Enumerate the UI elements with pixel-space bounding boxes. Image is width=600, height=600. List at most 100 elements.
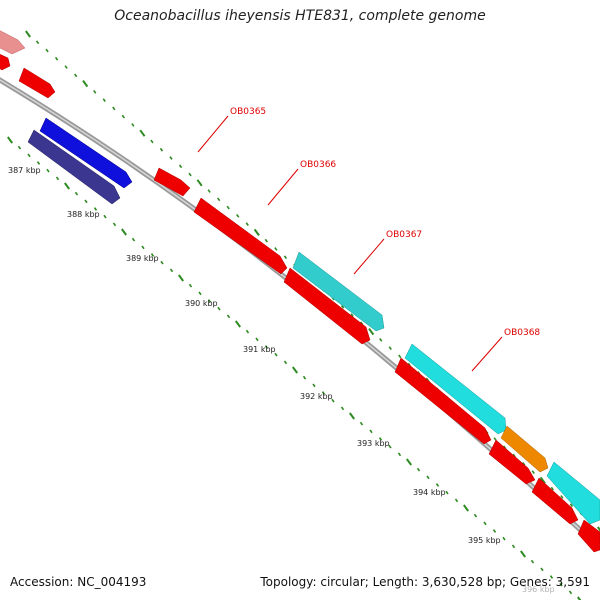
- ruler-tick: [141, 245, 145, 250]
- ruler-tick: [177, 274, 185, 282]
- ruler-tick: [283, 360, 288, 365]
- ruler-tick: [188, 172, 192, 177]
- ruler-tick: [549, 575, 554, 579]
- ruler-label-395: 395 kbp: [468, 536, 501, 545]
- gene-label-ob0368[interactable]: OB0368: [504, 328, 540, 338]
- ruler-tick: [519, 550, 527, 558]
- ruler-tick: [198, 291, 202, 296]
- cds-red-mid[interactable]: [283, 267, 371, 345]
- ruler-tick: [368, 328, 375, 336]
- ruler-tick: [312, 383, 316, 388]
- cds-ob0368[interactable]: [404, 343, 507, 435]
- ruler-tick: [454, 498, 459, 503]
- ruler-tick: [462, 504, 470, 512]
- ruler-tick: [82, 80, 89, 88]
- ruler-tick: [131, 123, 135, 127]
- leader-line-ob0366: [267, 168, 299, 206]
- ruler-tick: [397, 452, 402, 457]
- ruler-tick: [234, 320, 242, 328]
- ruler-tick: [36, 161, 41, 165]
- ruler-tick: [255, 337, 259, 342]
- ruler-tick: [112, 106, 116, 111]
- cds-red-lower[interactable]: [394, 357, 492, 445]
- cds-red-upper[interactable]: [18, 67, 56, 99]
- ruler-tick: [426, 475, 430, 480]
- gene-label-ob0366[interactable]: OB0366: [300, 160, 336, 170]
- cds-red-top-left[interactable]: [0, 52, 11, 71]
- ruler-tick: [64, 65, 68, 69]
- ruler-tick: [378, 437, 383, 441]
- ruler-tick: [483, 521, 487, 526]
- ruler-tick: [169, 268, 174, 273]
- ruler-label-390: 390 kbp: [185, 299, 218, 308]
- cds-orange[interactable]: [500, 425, 549, 473]
- ruler-tick: [264, 345, 269, 349]
- ruler-tick: [550, 486, 554, 491]
- ruler-tick: [84, 199, 88, 204]
- leader-line-ob0367: [353, 238, 385, 275]
- ruler-tick: [568, 590, 573, 595]
- ruler-tick: [45, 48, 49, 53]
- ruler-label-391: 391 kbp: [243, 345, 276, 354]
- ruler-tick: [150, 253, 155, 257]
- ruler-tick: [207, 189, 211, 193]
- ruler-tick: [502, 536, 506, 541]
- cds-navy[interactable]: [27, 129, 121, 205]
- cds-blue[interactable]: [39, 117, 133, 189]
- cds-red-lower-2[interactable]: [488, 439, 536, 485]
- ruler-tick: [46, 168, 50, 173]
- ruler-tick: [264, 238, 268, 243]
- ruler-tick: [531, 470, 535, 474]
- ruler-tick: [576, 596, 582, 600]
- ruler-tick: [74, 191, 79, 196]
- ruler-label-392: 392 kbp: [300, 392, 333, 401]
- ruler-tick: [178, 164, 183, 169]
- ruler-tick: [236, 214, 240, 218]
- ruler-tick: [369, 429, 373, 434]
- ruler-tick: [539, 476, 546, 484]
- ruler-tick: [283, 255, 288, 260]
- accession-text: Accession: NC_004193: [10, 575, 147, 589]
- ruler-tick: [388, 346, 392, 350]
- gene-label-ob0367[interactable]: OB0367: [386, 230, 422, 240]
- cds-ob0366[interactable]: [193, 197, 288, 275]
- ruler-label-394: 394 kbp: [413, 488, 446, 497]
- cds-red-lower-3[interactable]: [531, 477, 579, 525]
- leader-line-ob0368: [471, 336, 503, 372]
- ruler-tick: [196, 179, 203, 187]
- ruler-tick: [359, 421, 364, 426]
- cds-ob0367[interactable]: [292, 251, 385, 332]
- ruler-tick: [6, 136, 14, 144]
- ruler-tick: [93, 90, 97, 94]
- ruler-tick: [340, 304, 345, 309]
- ruler-tick: [245, 222, 249, 226]
- ruler-tick: [559, 582, 563, 587]
- ruler-tick: [253, 228, 260, 236]
- ruler-tick: [217, 306, 221, 311]
- cds-red-corner[interactable]: [577, 519, 600, 553]
- cds-pink[interactable]: [0, 28, 26, 55]
- ruler-tick: [74, 73, 78, 78]
- ruler-ticks: [6, 30, 600, 600]
- gene-label-ob0365[interactable]: OB0365: [230, 107, 266, 117]
- cds-cyan-right[interactable]: [546, 461, 600, 525]
- ruler-tick: [435, 483, 440, 487]
- ruler-tick: [540, 567, 544, 572]
- leader-line-ob0365: [197, 115, 229, 153]
- ruler-tick: [121, 114, 125, 119]
- ruler-tick: [93, 207, 98, 211]
- ruler-tick: [350, 313, 354, 317]
- ruler-tick: [24, 30, 32, 38]
- genome-backbone: [0, 77, 600, 550]
- ruler-tick: [217, 197, 221, 202]
- ruler-label-387: 387 kbp: [8, 166, 41, 175]
- map-title: Oceanobacillus iheyensis HTE831, complet…: [114, 8, 486, 24]
- ruler-tick: [405, 458, 413, 466]
- ruler-tick: [569, 503, 574, 508]
- cds-ob0365[interactable]: [153, 167, 191, 197]
- ruler-tick: [530, 559, 535, 564]
- ruler-tick: [169, 156, 173, 160]
- ruler-tick: [159, 147, 164, 152]
- ruler-tick: [139, 129, 146, 137]
- ruler-tick: [398, 354, 402, 359]
